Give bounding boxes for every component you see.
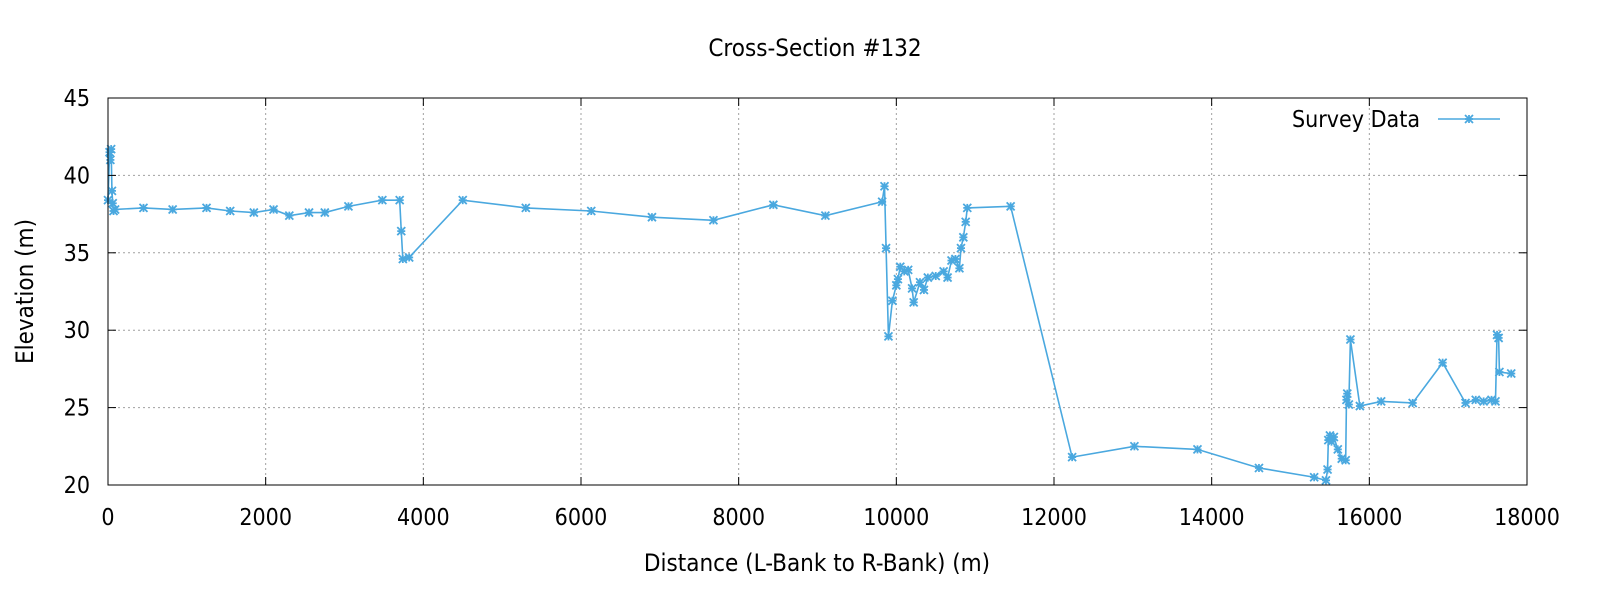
data-point — [907, 283, 917, 294]
axis-ticks: 0 2000 4000 6000 8000 10000 12000 14000 16000 180… — [64, 86, 1560, 531]
data-point — [708, 215, 719, 225]
data-point — [950, 254, 961, 264]
data-point — [201, 203, 212, 213]
data-point — [1506, 368, 1516, 379]
data-point — [249, 207, 259, 218]
data-point — [1006, 201, 1016, 211]
data-point — [1344, 399, 1354, 410]
data-point — [1376, 396, 1386, 407]
data-point — [268, 204, 279, 215]
chart-title: Cross-Section #132 — [708, 34, 921, 62]
data-point — [1460, 398, 1471, 408]
data-point — [225, 206, 235, 216]
data-point — [903, 265, 913, 275]
y-axis-label: Elevation (m) — [11, 219, 39, 364]
data-point — [1345, 334, 1356, 345]
x-tick-label: 14000 — [1179, 505, 1245, 531]
data-point — [881, 243, 891, 253]
data-point — [168, 204, 178, 215]
grid-lines — [108, 98, 1527, 485]
data-point — [396, 226, 406, 236]
data-point — [284, 211, 294, 221]
y-tick-label: 30 — [64, 318, 90, 344]
data-point — [304, 207, 314, 218]
x-tick-label: 6000 — [555, 505, 608, 531]
data-point — [1438, 358, 1448, 368]
data-point — [110, 204, 120, 215]
data-point — [395, 195, 405, 205]
data-point — [883, 331, 894, 342]
data-point — [107, 186, 117, 196]
x-tick-label: 12000 — [1021, 505, 1087, 531]
data-point — [958, 232, 968, 242]
data-point — [1493, 333, 1504, 343]
data-point — [1355, 401, 1365, 411]
data-point — [956, 243, 966, 253]
data-point — [377, 195, 387, 205]
data-point — [1321, 475, 1331, 485]
data-point — [647, 212, 657, 222]
data-point — [1490, 396, 1501, 407]
x-tick-label: 10000 — [863, 505, 929, 531]
data-point — [1408, 398, 1418, 408]
data-point — [458, 195, 468, 205]
x-tick-label: 2000 — [239, 505, 292, 531]
data-point — [1479, 396, 1489, 407]
data-point — [1067, 452, 1077, 462]
x-tick-label: 16000 — [1336, 505, 1402, 531]
data-point — [1192, 444, 1203, 455]
data-point — [942, 272, 953, 283]
y-tick-label: 20 — [64, 473, 90, 499]
data-point — [586, 206, 596, 216]
data-point — [1341, 455, 1351, 465]
data-point — [521, 203, 531, 213]
data-point — [931, 271, 941, 281]
x-tick-label: 8000 — [712, 505, 765, 531]
x-tick-label: 18000 — [1494, 505, 1560, 531]
data-point — [909, 297, 919, 307]
data-point — [1129, 441, 1140, 451]
data-point — [877, 197, 887, 207]
data-point — [343, 201, 354, 211]
data-point — [1494, 367, 1505, 377]
x-axis-label: Distance (L-Bank to R-Bank) (m) — [644, 549, 990, 577]
legend-marker-glyph — [1464, 114, 1474, 124]
data-point — [820, 211, 831, 221]
data-point — [891, 280, 901, 290]
data-point — [919, 285, 929, 295]
data-point — [893, 274, 903, 284]
data-point — [1329, 432, 1339, 442]
data-point — [138, 203, 149, 213]
x-tick-label: 4000 — [397, 505, 450, 531]
data-point — [1342, 389, 1352, 399]
data-point — [879, 181, 890, 191]
y-tick-label: 40 — [64, 163, 90, 189]
x-tick-label: 0 — [101, 505, 114, 531]
plot-frame — [107, 97, 1528, 486]
legend-label-survey-data: Survey Data — [1292, 107, 1420, 133]
data-point — [954, 263, 965, 273]
data-point — [895, 262, 905, 272]
data-point — [1471, 395, 1481, 405]
data-point — [404, 252, 414, 263]
series-layer — [103, 144, 1516, 485]
data-point — [1254, 463, 1264, 473]
legend: Survey Data — [1292, 107, 1500, 133]
y-tick-label: 45 — [64, 86, 90, 112]
data-point — [915, 277, 925, 287]
data-point — [962, 203, 972, 213]
data-point — [887, 296, 898, 306]
data-point — [1309, 472, 1319, 482]
data-point — [320, 207, 330, 218]
data-point — [1322, 464, 1333, 475]
y-tick-label: 35 — [64, 241, 90, 267]
legend-marker-survey-data — [1464, 114, 1474, 124]
data-point — [768, 200, 778, 210]
data-point — [1333, 444, 1343, 455]
data-point — [961, 217, 971, 227]
y-tick-label: 25 — [64, 396, 90, 422]
data-point — [923, 272, 933, 283]
series-line-survey-data — [107, 149, 1512, 482]
